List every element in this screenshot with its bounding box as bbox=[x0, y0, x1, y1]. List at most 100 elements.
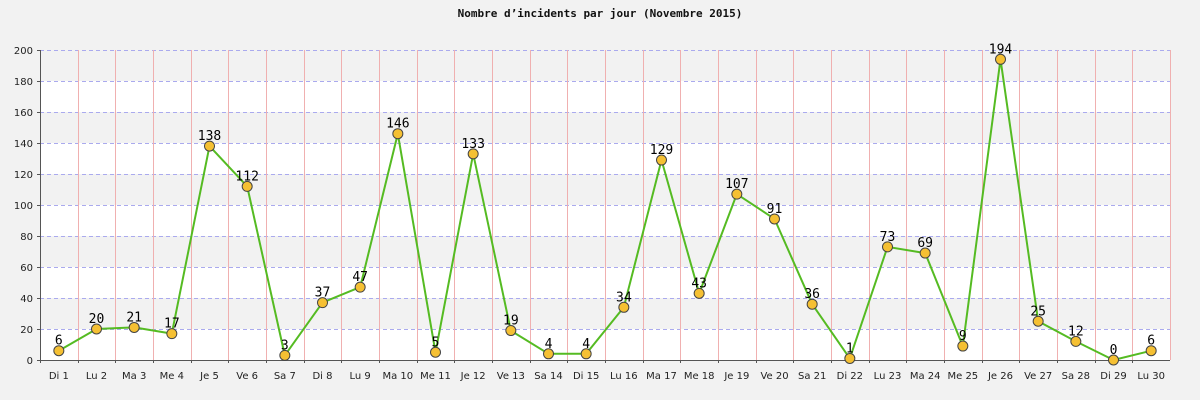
data-label: 1 bbox=[846, 341, 854, 356]
data-label: 112 bbox=[235, 169, 258, 184]
data-label: 4 bbox=[545, 337, 553, 352]
data-point bbox=[317, 297, 328, 309]
data-point bbox=[693, 287, 705, 299]
data-point bbox=[53, 345, 65, 357]
x-tick-label: Ma 17 bbox=[646, 371, 677, 382]
y-tick-label: 140 bbox=[14, 139, 33, 150]
data-point bbox=[580, 348, 592, 360]
data-point bbox=[467, 148, 479, 160]
x-tick-label: Ma 24 bbox=[910, 371, 941, 382]
x-tick-label: Ve 27 bbox=[1024, 371, 1052, 382]
x-tick-label: Lu 2 bbox=[86, 371, 107, 382]
data-point bbox=[354, 281, 366, 293]
data-label: 47 bbox=[352, 270, 368, 285]
x-tick-label: Me 4 bbox=[160, 371, 184, 382]
data-label: 138 bbox=[198, 129, 221, 144]
chart-title: Nombre d’incidents par jour (Novembre 20… bbox=[458, 7, 743, 20]
y-tick-label: 180 bbox=[14, 77, 33, 88]
x-tick-label: Je 19 bbox=[723, 371, 749, 382]
data-point bbox=[769, 213, 780, 225]
x-tick-label: Me 18 bbox=[684, 371, 715, 382]
data-label: 0 bbox=[1110, 343, 1118, 358]
x-tick-label: Je 12 bbox=[460, 371, 486, 382]
x-tick-label: Sa 14 bbox=[534, 371, 562, 382]
data-point bbox=[1108, 354, 1119, 366]
data-label: 37 bbox=[315, 286, 331, 301]
data-label: 34 bbox=[616, 290, 632, 305]
y-tick-label: 80 bbox=[20, 232, 33, 243]
data-label: 36 bbox=[804, 287, 820, 302]
y-tick-label: 200 bbox=[14, 46, 33, 57]
data-point bbox=[731, 188, 743, 200]
series-line bbox=[58, 58, 1152, 361]
data-point bbox=[1032, 315, 1044, 327]
data-label: 146 bbox=[386, 117, 409, 132]
data-label: 5 bbox=[432, 335, 440, 350]
y-tick-label: 60 bbox=[20, 263, 33, 274]
y-tick-label: 40 bbox=[20, 294, 33, 305]
x-tick-label: Lu 16 bbox=[610, 371, 638, 382]
y-tick-label: 20 bbox=[20, 325, 33, 336]
data-points bbox=[53, 53, 1157, 366]
data-point bbox=[241, 180, 253, 192]
y-tick-labels: 0 20 40 60 80 100 120 140 160 180 200 bbox=[14, 46, 40, 367]
x-tick-label: Me 11 bbox=[420, 371, 451, 382]
data-label: 69 bbox=[917, 236, 933, 251]
data-label: 107 bbox=[725, 177, 748, 192]
x-tick-label: Di 1 bbox=[49, 371, 69, 382]
y-tick-label: 120 bbox=[14, 170, 33, 181]
data-label: 3 bbox=[281, 338, 289, 353]
data-label: 73 bbox=[880, 230, 896, 245]
data-label: 6 bbox=[1147, 334, 1155, 349]
data-point bbox=[957, 340, 969, 352]
data-label: 25 bbox=[1030, 304, 1046, 319]
series-line bbox=[58, 58, 1152, 361]
data-point bbox=[919, 247, 931, 259]
data-point bbox=[204, 140, 215, 152]
data-point bbox=[995, 53, 1006, 65]
x-tick-label: Sa 21 bbox=[798, 371, 826, 382]
data-label: 43 bbox=[691, 276, 707, 291]
data-point bbox=[91, 323, 102, 335]
x-tick-label: Ma 10 bbox=[382, 371, 413, 382]
data-point bbox=[392, 128, 404, 140]
data-point bbox=[656, 154, 667, 166]
data-label: 129 bbox=[650, 143, 673, 158]
y-tick-label: 100 bbox=[14, 201, 33, 212]
data-point bbox=[1145, 345, 1157, 357]
data-point bbox=[806, 298, 818, 310]
data-point bbox=[844, 352, 856, 364]
data-point bbox=[618, 301, 630, 313]
data-label: 17 bbox=[164, 317, 180, 332]
y-tick-label: 160 bbox=[14, 108, 33, 119]
data-label: 6 bbox=[55, 334, 63, 349]
axes bbox=[37, 50, 1170, 363]
x-tick-label: Di 29 bbox=[1100, 371, 1126, 382]
data-point bbox=[505, 325, 517, 337]
x-tick-label: Di 15 bbox=[573, 371, 599, 382]
x-tick-label: Sa 7 bbox=[274, 371, 296, 382]
data-label: 133 bbox=[461, 137, 484, 152]
x-tick-label: Di 22 bbox=[837, 371, 863, 382]
x-tick-label: Lu 30 bbox=[1137, 371, 1165, 382]
data-point bbox=[430, 346, 441, 358]
x-tick-label: Di 8 bbox=[312, 371, 332, 382]
data-label: 4 bbox=[582, 337, 590, 352]
data-label: 12 bbox=[1068, 324, 1084, 339]
data-label: 194 bbox=[989, 42, 1013, 57]
x-tick-label: Me 25 bbox=[947, 371, 978, 382]
x-tick-label: Ma 3 bbox=[122, 371, 146, 382]
x-tick-label: Ve 13 bbox=[497, 371, 525, 382]
data-point bbox=[882, 241, 893, 253]
data-label: 19 bbox=[503, 314, 519, 329]
x-tick-label: Lu 9 bbox=[350, 371, 371, 382]
data-label: 20 bbox=[89, 312, 105, 327]
x-tick-label: Sa 28 bbox=[1062, 371, 1090, 382]
x-tick-label: Ve 20 bbox=[760, 371, 788, 382]
data-point bbox=[166, 328, 178, 340]
x-tick-label: Ve 6 bbox=[236, 371, 258, 382]
data-point bbox=[128, 321, 140, 333]
x-tick-labels: Di 1 Lu 2 Ma 3 Me 4 Je 5 Ve 6 Sa 7 Di 8 Lu 9 Ma 1… bbox=[40, 360, 1165, 382]
